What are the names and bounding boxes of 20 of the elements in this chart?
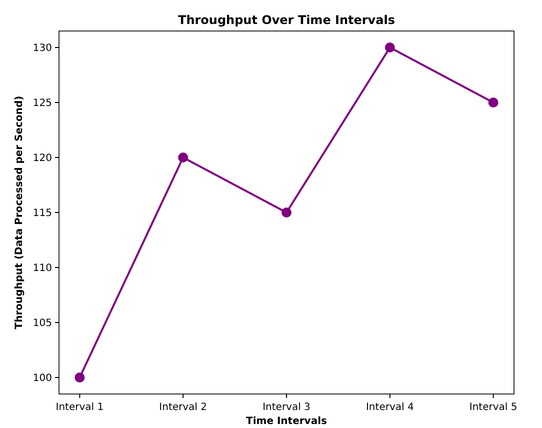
x-tick-label: Interval 2 bbox=[159, 402, 208, 413]
x-tick-label: Interval 5 bbox=[469, 402, 518, 413]
x-tick-label: Interval 1 bbox=[56, 402, 104, 413]
point bbox=[178, 152, 188, 162]
x-tick-label: Interval 4 bbox=[366, 402, 414, 413]
point bbox=[74, 372, 85, 382]
chart-title: Throughput Over Time Intervals bbox=[178, 13, 395, 27]
y-tick-label: 110 bbox=[32, 263, 52, 274]
y-tick-label: 125 bbox=[32, 98, 52, 109]
x-axis-title: Time Intervals bbox=[246, 416, 327, 427]
y-tick-label: 115 bbox=[32, 208, 52, 219]
x-tick-label: Interval 3 bbox=[262, 402, 310, 413]
y-axis-title: Throughput (Data Processed per Second) bbox=[14, 96, 25, 330]
y-tick-label: 130 bbox=[32, 43, 52, 54]
point bbox=[384, 42, 395, 52]
y-tick-label: 120 bbox=[32, 153, 52, 164]
point bbox=[282, 208, 292, 218]
point bbox=[488, 98, 498, 108]
y-tick-label: 105 bbox=[32, 318, 52, 329]
y-tick-label: 100 bbox=[32, 373, 52, 384]
